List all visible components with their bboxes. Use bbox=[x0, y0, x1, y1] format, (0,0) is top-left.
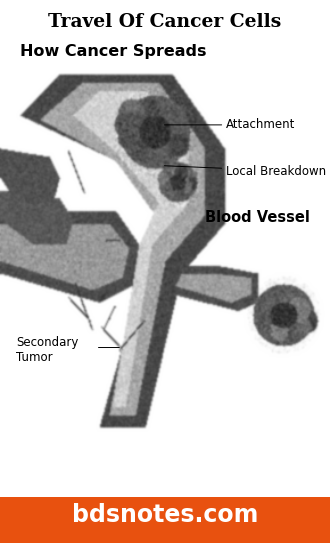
Text: bdsnotes.com: bdsnotes.com bbox=[72, 503, 258, 527]
Text: How Cancer Spreads: How Cancer Spreads bbox=[20, 44, 206, 59]
Text: Secondary
Tumor: Secondary Tumor bbox=[16, 336, 79, 364]
Text: Local Breakdown: Local Breakdown bbox=[226, 165, 326, 178]
FancyBboxPatch shape bbox=[0, 497, 330, 543]
Text: Travel Of Cancer Cells: Travel Of Cancer Cells bbox=[49, 12, 281, 31]
Text: Attachment: Attachment bbox=[226, 118, 295, 131]
Text: Blood Vessel: Blood Vessel bbox=[205, 210, 310, 225]
